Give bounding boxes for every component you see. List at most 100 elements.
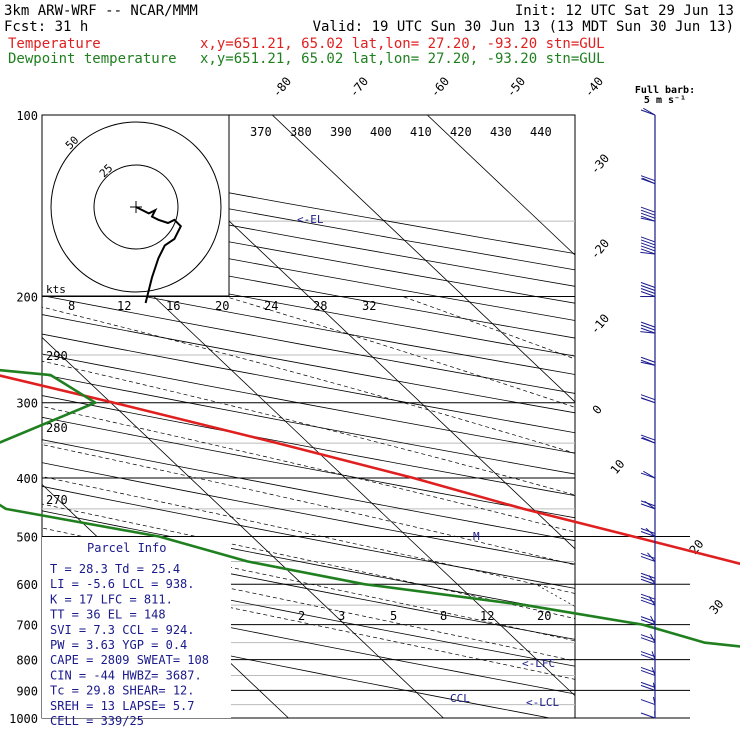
pressure-tick-300: 300 [16, 397, 38, 411]
parcel-info-row: SREH = 13 LAPSE= 5.7 [50, 699, 195, 713]
header-init-time: Init: 12 UTC Sat 29 Jun 13 [515, 3, 734, 19]
wind-barb [640, 175, 656, 185]
parcel-info-row: LI = -5.6 LCL = 938. [50, 577, 195, 591]
dry-adiabat-380 [42, 314, 575, 414]
parcel-info-row: TT = 36 EL = 148 [50, 608, 166, 622]
dry-adiabat-410 [42, 258, 575, 357]
hodograph-units: kts [46, 283, 66, 296]
wind-barbs [640, 107, 656, 719]
wind-barb [640, 394, 656, 404]
theta-label-420: 420 [450, 125, 472, 139]
isotherm-label--60: -60 [428, 74, 453, 100]
wind-barb [640, 633, 656, 644]
parcel-info-row: CAPE = 2809 SWEAT= 108 [50, 653, 209, 667]
wind-barb [640, 681, 656, 691]
header-model-title: 3km ARW-WRF -- NCAR/MMM [4, 3, 198, 19]
pressure-tick-900: 900 [16, 684, 38, 698]
parcel-info-row: T = 28.3 Td = 25.4 [50, 562, 180, 576]
isotherm-20 [582, 115, 740, 718]
mixing-low-label-8: 8 [440, 609, 447, 623]
isotherm-label--10: -10 [588, 311, 613, 337]
theta-label-410: 410 [410, 125, 432, 139]
mixing-low-label-5: 5 [390, 609, 397, 623]
legend-dewpoint-info: x,y=651.21, 65.02 lat,lon= 27.20, -93.20… [200, 51, 605, 67]
hodograph-trace [135, 206, 183, 304]
isotherm-label--80: -80 [270, 74, 295, 100]
mixing-label-28: 28 [313, 299, 327, 313]
isotherm-label-0: 0 [590, 402, 605, 417]
wind-barb [640, 696, 656, 706]
parcel-info-row: CIN = -44 HWBZ= 3687. [50, 668, 202, 682]
wind-barb [640, 236, 656, 255]
isotherm-0 [272, 115, 575, 403]
isotherm-label-30: 30 [707, 597, 727, 617]
dry-adiabat-250 [42, 617, 550, 718]
dry-adiabat-310 [42, 462, 575, 565]
mixing-low-label-2: 2 [298, 609, 305, 623]
header-forecast-hour: Fcst: 31 h [4, 19, 88, 35]
wind-barb [640, 321, 656, 334]
isotherm-10 [427, 115, 575, 256]
parcel-info-row: Tc = 29.8 SHEAR= 12. [50, 684, 195, 698]
dry-adiabat-300 [42, 485, 575, 589]
wind-barb [640, 470, 656, 479]
label-lfc: <-LFC [522, 657, 555, 670]
mixing-low-label-3: 3 [338, 609, 345, 623]
parcel-info-title: Parcel Info [87, 541, 166, 555]
wind-barb [640, 593, 656, 606]
dry-adiabat-260 [42, 589, 575, 695]
pressure-tick-700: 700 [16, 619, 38, 633]
isotherm-label--30: -30 [588, 151, 613, 177]
isotherm-label--20: -20 [588, 236, 613, 262]
pressure-tick-600: 600 [16, 578, 38, 592]
theta-label-380: 380 [290, 125, 312, 139]
mixing-low-label-12: 12 [480, 609, 494, 623]
mixing-label-32: 32 [362, 299, 376, 313]
label-lcl: <-LCL [526, 696, 559, 709]
wind-barb [640, 206, 656, 222]
theta-left-280: 280 [46, 421, 68, 435]
mixing-label-16: 16 [166, 299, 180, 313]
wind-barb [640, 651, 656, 661]
theta-label-430: 430 [490, 125, 512, 139]
wind-barb [640, 107, 656, 116]
dry-adiabat-290 [42, 510, 575, 614]
mixing-low-label-20: 20 [537, 609, 551, 623]
wind-barb [640, 711, 656, 719]
wind-barb [640, 666, 656, 676]
wind-barb [640, 500, 656, 510]
dry-adiabat-360 [42, 353, 575, 454]
pressure-tick-200: 200 [16, 291, 38, 305]
label-ccl: CCL [450, 692, 470, 705]
parcel-info-row: SVI = 7.3 CCL = 924. [50, 623, 195, 637]
chart-series [0, 368, 740, 648]
wind-barb [640, 434, 656, 444]
wind-barb [640, 572, 656, 585]
isotherm-label-10: 10 [608, 457, 628, 477]
theta-left-270: 270 [46, 493, 68, 507]
barb-legend-line2: 5 m s⁻¹ [644, 95, 686, 106]
pressure-tick-500: 500 [16, 530, 38, 544]
theta-label-390: 390 [330, 125, 352, 139]
pressure-tick-1000: 1000 [9, 712, 38, 726]
moist-adiabat-35 [225, 296, 575, 408]
barb-legend-line1: Full barb: [635, 85, 695, 96]
parcel-info-row: CELL = 339/25 [50, 714, 144, 728]
isotherm-label--50: -50 [504, 74, 529, 100]
parcel-info-row: PW = 3.63 YGP = 0.4 [50, 638, 187, 652]
mixing-label-12: 12 [117, 299, 131, 313]
wind-barb [640, 282, 656, 298]
pressure-tick-400: 400 [16, 472, 38, 486]
dewpoint-line [0, 368, 740, 648]
parcel-info-panel: Parcel Info T = 28.3 Td = 25.4LI = -5.6 … [42, 537, 231, 728]
pressure-tick-800: 800 [16, 654, 38, 668]
moist-adiabat-20 [42, 406, 575, 533]
legend-temperature: Temperature [8, 36, 101, 52]
isotherm-label--70: -70 [347, 74, 372, 100]
dry-adiabat-400 [42, 276, 575, 375]
dry-adiabat-390 [42, 295, 575, 394]
pressure-tick-100: 100 [16, 109, 38, 123]
isotherm-label--40: -40 [582, 74, 607, 100]
parcel-info-row: K = 17 LFC = 811. [50, 592, 173, 606]
